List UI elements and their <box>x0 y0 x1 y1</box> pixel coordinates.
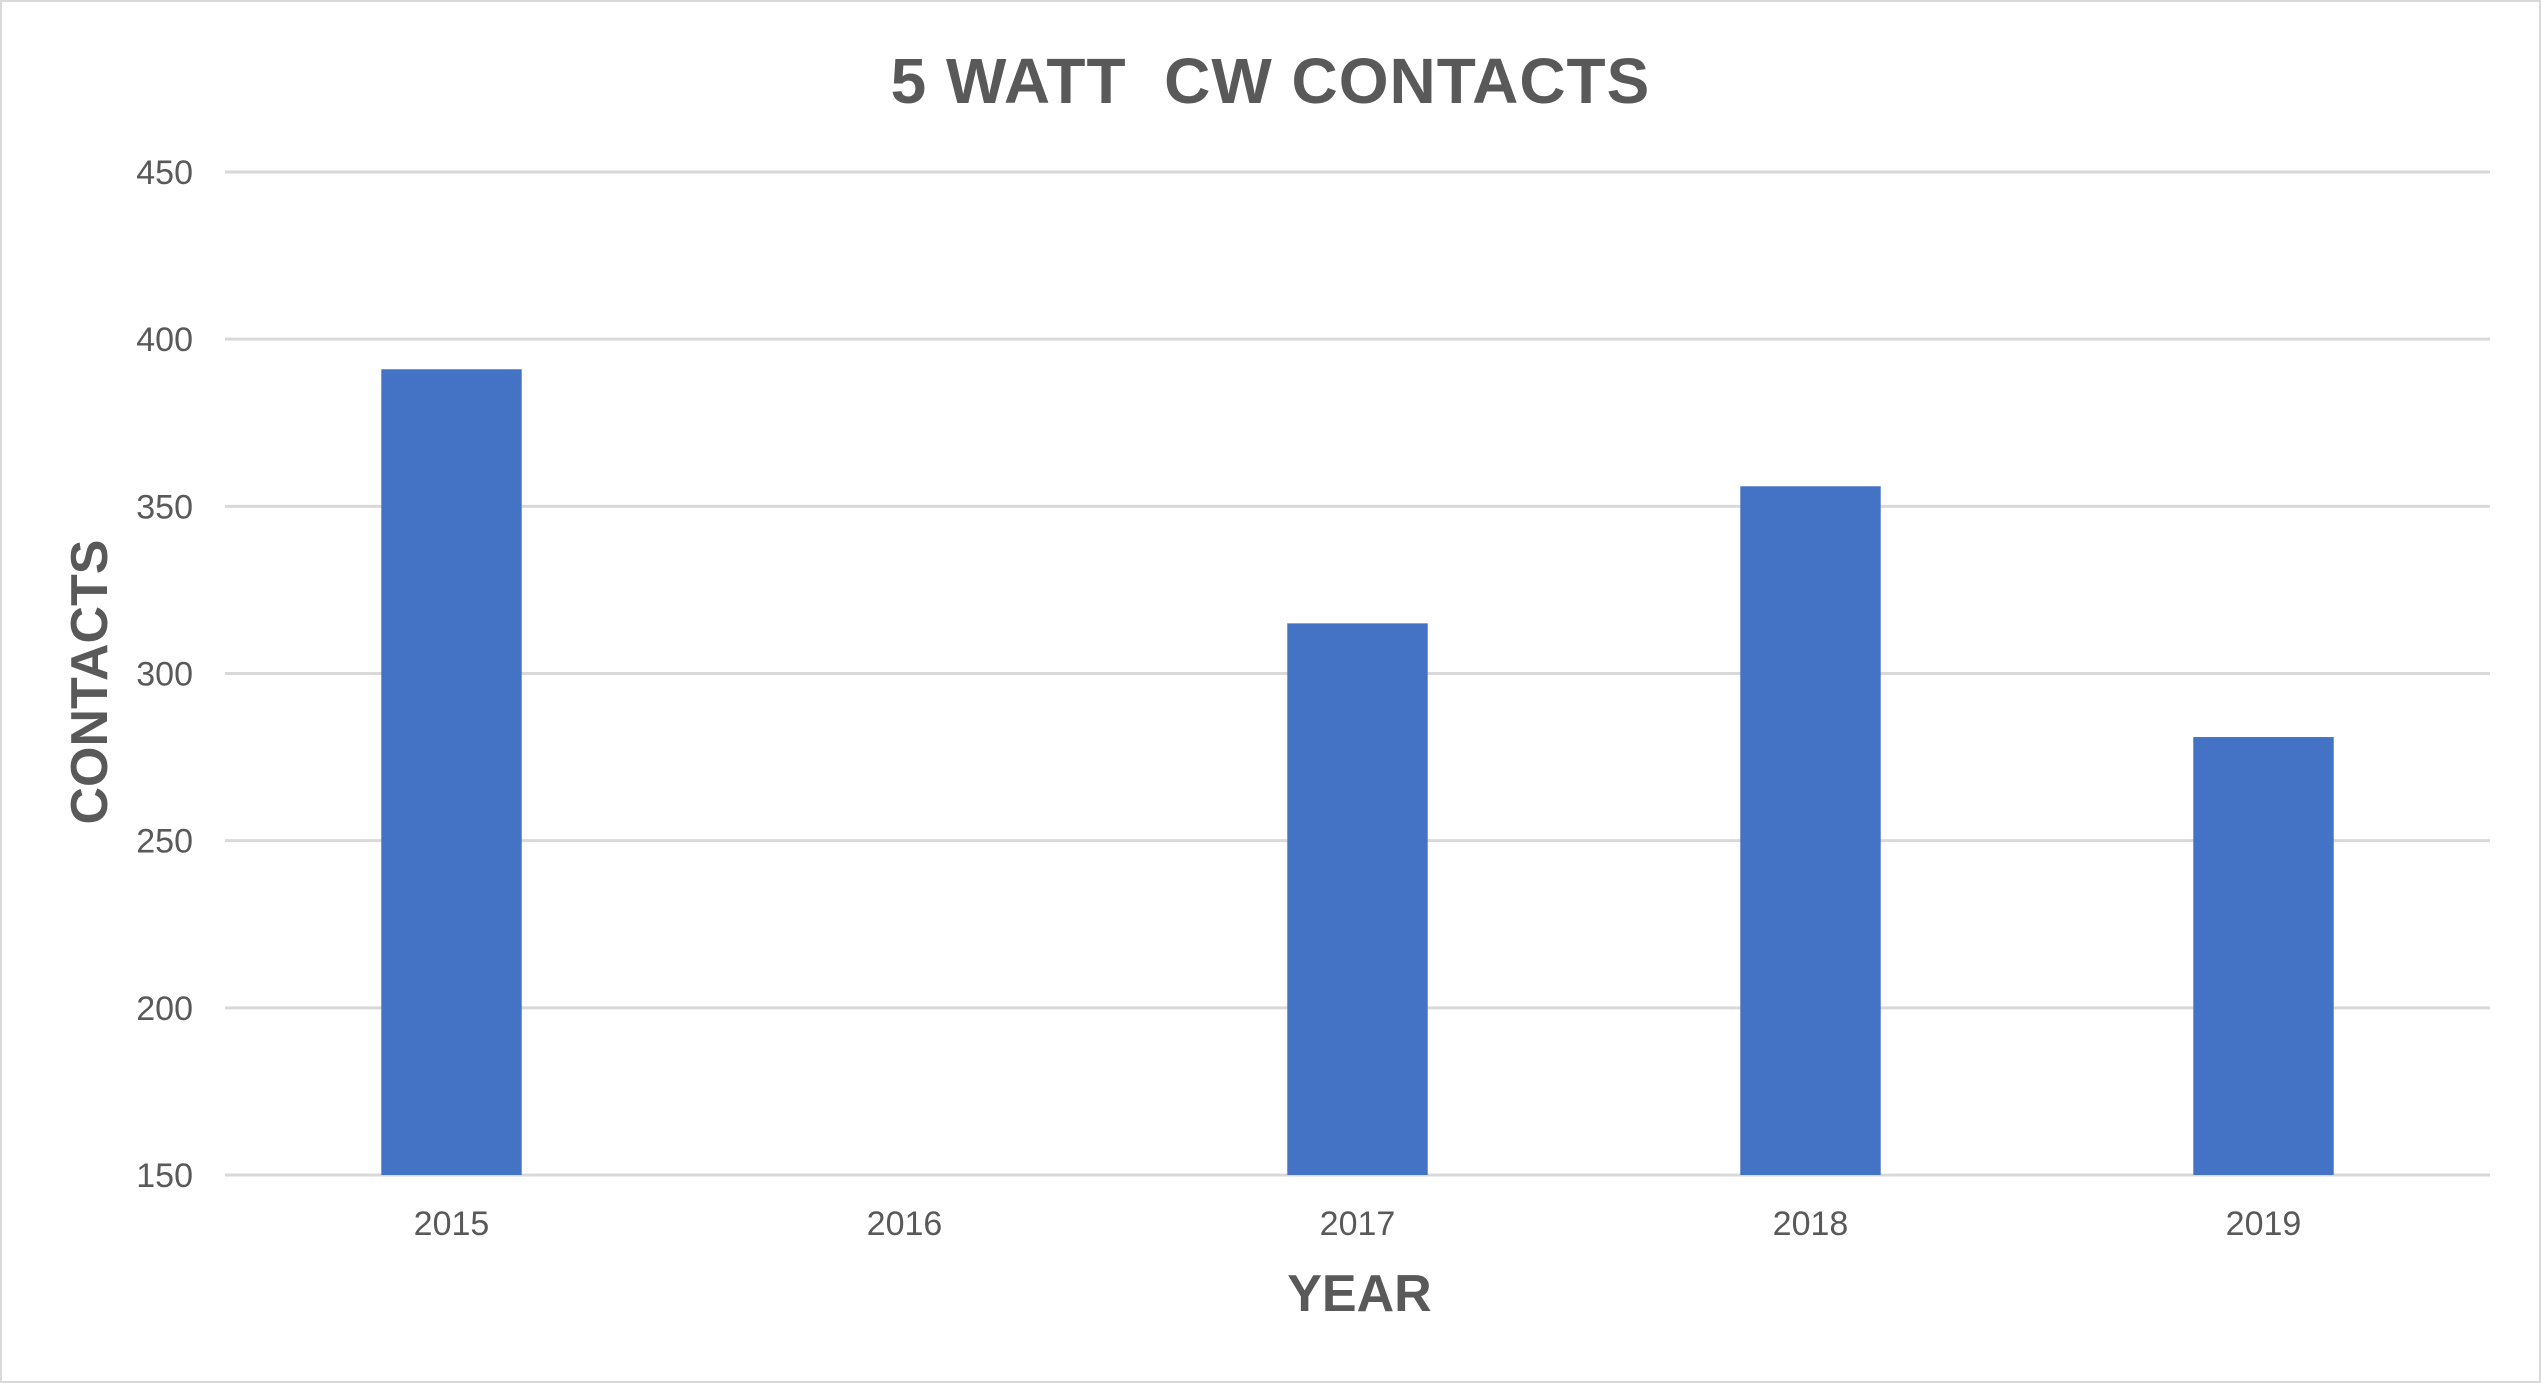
chart-title: 5 WATT CW CONTACTS <box>890 45 1651 117</box>
x-tick-label: 2017 <box>1320 1205 1396 1243</box>
x-tick-label: 2018 <box>1773 1205 1849 1243</box>
y-tick-label: 300 <box>136 656 193 694</box>
bar-2015 <box>381 369 522 1175</box>
y-tick-label: 200 <box>136 990 193 1028</box>
y-tick-label: 250 <box>136 823 193 861</box>
x-tick-label: 2015 <box>414 1205 490 1243</box>
y-tick-label: 150 <box>136 1157 193 1195</box>
y-tick-labels: 150 200 250 300 350 400 450 <box>136 154 193 1195</box>
bars <box>381 369 2334 1176</box>
bar-2019 <box>2193 737 2334 1175</box>
bar-2017 <box>1287 623 1428 1175</box>
x-tick-label: 2016 <box>867 1205 943 1243</box>
y-tick-label: 400 <box>136 321 193 359</box>
y-tick-label: 450 <box>136 154 193 192</box>
bar-2018 <box>1740 486 1881 1176</box>
x-tick-label: 2019 <box>2226 1205 2302 1243</box>
x-axis-title: YEAR <box>1287 1265 1432 1323</box>
x-tick-labels: 2015 2016 2017 2018 2019 <box>414 1205 2302 1243</box>
y-tick-label: 350 <box>136 488 193 526</box>
